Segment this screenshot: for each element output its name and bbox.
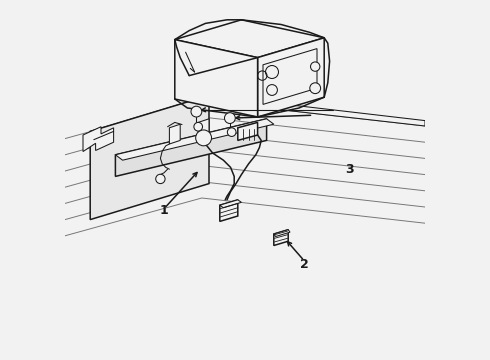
- Polygon shape: [220, 200, 238, 221]
- Polygon shape: [90, 95, 425, 137]
- Polygon shape: [238, 122, 258, 140]
- Circle shape: [311, 62, 320, 71]
- Polygon shape: [116, 119, 267, 176]
- Polygon shape: [83, 127, 114, 152]
- Polygon shape: [274, 230, 290, 237]
- Text: 2: 2: [300, 258, 309, 271]
- Circle shape: [156, 174, 165, 184]
- Polygon shape: [220, 200, 242, 208]
- Circle shape: [191, 106, 202, 117]
- Polygon shape: [198, 119, 209, 139]
- Circle shape: [224, 113, 235, 123]
- Circle shape: [310, 83, 320, 94]
- Polygon shape: [258, 38, 324, 117]
- Circle shape: [266, 66, 278, 78]
- Polygon shape: [90, 95, 209, 220]
- Polygon shape: [170, 124, 180, 144]
- Circle shape: [196, 130, 212, 146]
- Circle shape: [267, 85, 277, 95]
- Text: 1: 1: [160, 204, 169, 217]
- Polygon shape: [175, 40, 258, 117]
- Circle shape: [227, 128, 236, 136]
- Text: 3: 3: [345, 163, 354, 176]
- Polygon shape: [274, 230, 288, 246]
- Polygon shape: [175, 20, 324, 58]
- Polygon shape: [116, 119, 274, 160]
- Circle shape: [194, 122, 202, 131]
